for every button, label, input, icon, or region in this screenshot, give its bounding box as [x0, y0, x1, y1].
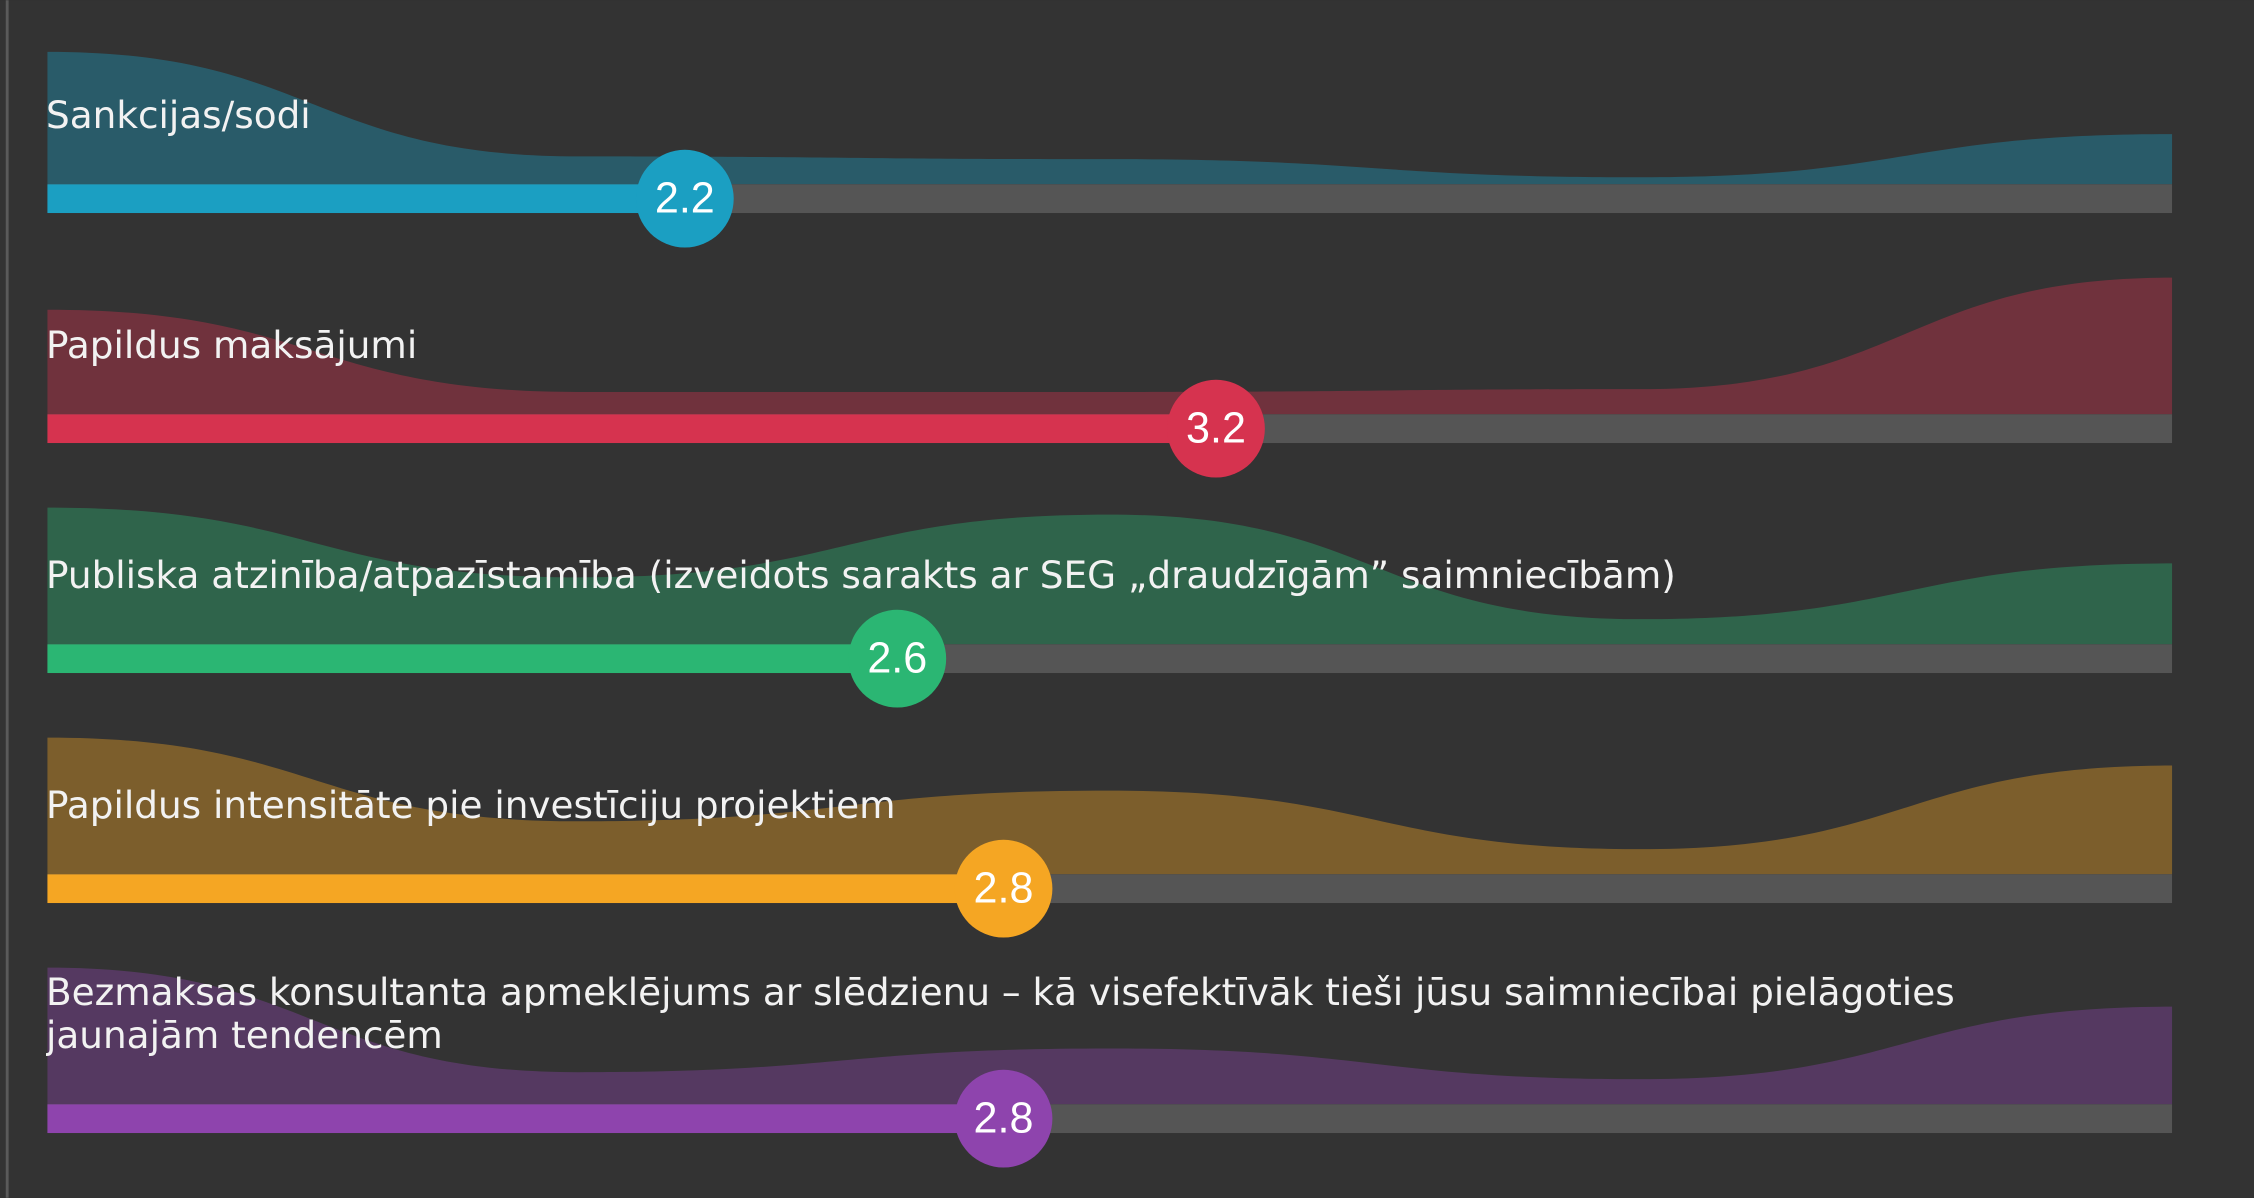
label-text: Papildus maksājumi [46, 325, 418, 369]
label-text: Publiska atzinība/atpazīstamība (izveido… [46, 555, 1676, 599]
value-label: 2.8 [974, 865, 1034, 913]
bar [47, 874, 1004, 904]
label-text: Papildus intensitāte pie investīciju pro… [46, 785, 896, 829]
row-label: Bezmaksas konsultanta apmeklējums ar slē… [46, 972, 1955, 1059]
row-label: Papildus maksājumi [46, 325, 418, 369]
value-label: 2.8 [974, 1095, 1034, 1143]
value-label: 2.2 [655, 175, 715, 223]
value-label: 3.2 [1186, 405, 1246, 453]
bar [47, 644, 898, 674]
label-text: Sankcijas/sodi [46, 95, 311, 139]
distribution-area [47, 967, 2173, 1105]
distribution-area [47, 277, 2173, 415]
row-label: Papildus intensitāte pie investīciju pro… [46, 785, 896, 829]
bar [47, 414, 1216, 444]
row-label: Publiska atzinība/atpazīstamība (izveido… [46, 555, 1676, 599]
bar [47, 184, 685, 214]
value-label: 2.6 [867, 635, 927, 683]
value-marker [954, 1069, 1053, 1168]
distribution-area [47, 51, 2173, 185]
value-marker [635, 149, 734, 248]
value-marker [954, 839, 1053, 938]
distribution-area [47, 507, 2173, 645]
value-marker [1167, 379, 1265, 478]
distribution-area [47, 737, 2173, 875]
row-label: Sankcijas/sodi [46, 95, 311, 139]
label-text: Bezmaksas konsultanta apmeklējums ar slē… [46, 972, 1955, 1059]
bar [47, 1104, 1004, 1134]
value-marker [848, 609, 947, 708]
